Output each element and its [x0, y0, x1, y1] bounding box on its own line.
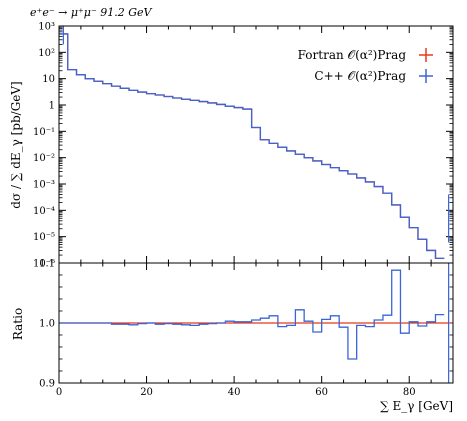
legend-marker-cpp	[419, 69, 433, 83]
legend: Fortran 𝒪(α²)Prag C++ 𝒪(α²)Prag	[298, 48, 433, 83]
main-panel: 10³ 10² 10 1 10⁻¹ 10⁻² 10⁻³ 10⁻⁴ 10⁻⁵ 10⁻⁶	[33, 22, 454, 270]
x-tick-label: 60	[315, 387, 328, 398]
ratio-tick-label: 0.9	[39, 379, 55, 390]
legend-entry-cpp: C++ 𝒪(α²)Prag	[314, 69, 406, 83]
x-tick-label: 40	[228, 387, 241, 398]
y-tick-label: 10⁻²	[33, 153, 55, 164]
y-tick-label: 10²	[38, 48, 55, 59]
legend-marker-fortran	[419, 48, 433, 62]
x-axis-label: ∑ E_γ [GeV]	[380, 399, 453, 413]
y-tick-label: 10⁻³	[33, 180, 55, 191]
y-tick-label: 10⁻⁴	[33, 206, 55, 217]
ratio-line-cpp	[59, 269, 445, 360]
y-tick-label: 1	[49, 101, 55, 112]
ratio-axis-label: Ratio	[11, 308, 25, 340]
legend-entry-fortran: Fortran 𝒪(α²)Prag	[298, 48, 407, 62]
y-tick-label: 10	[42, 74, 55, 85]
ratio-panel-frame	[58, 262, 454, 384]
x-tick-label: 20	[140, 387, 153, 398]
series-line-cpp	[59, 33, 445, 260]
x-tick-label: 80	[403, 387, 416, 398]
chart-title: e⁺e⁻ → μ⁺μ⁻ 91.2 GeV	[30, 6, 153, 19]
y-tick-label: 10⁻⁶	[33, 259, 55, 270]
y-tick-label: 10⁻¹	[33, 127, 55, 138]
ratio-tick-label: 1.0	[39, 319, 55, 330]
ratio-tick-label: 1.1	[39, 259, 55, 270]
y-tick-label: 10³	[38, 22, 55, 33]
y-axis-label: dσ / ∑ dE_γ [pb/GeV]	[9, 81, 23, 208]
x-tick-label: 0	[56, 387, 62, 398]
ratio-panel: 0.9 1.0 1.1 0 20 40 60 80	[39, 259, 454, 398]
y-tick-label: 10⁻⁵	[33, 232, 55, 243]
